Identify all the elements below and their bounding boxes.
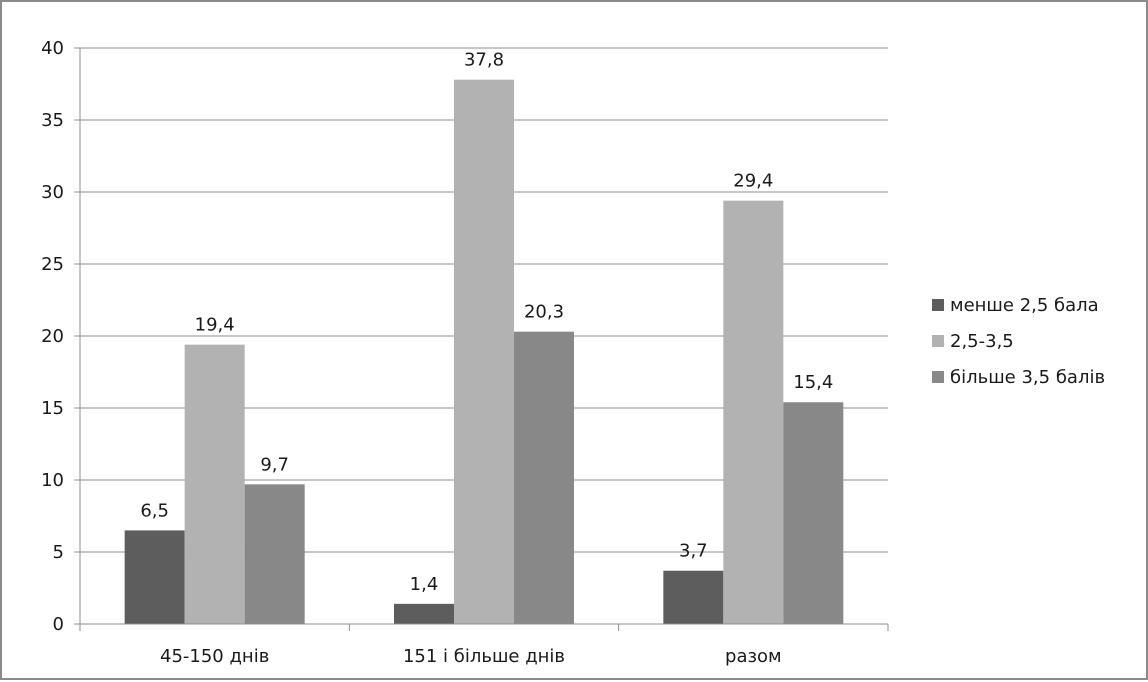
y-tick-label: 10 xyxy=(41,470,64,491)
data-label: 37,8 xyxy=(464,50,504,71)
y-tick-label: 40 xyxy=(41,38,64,59)
x-tick-label: разом xyxy=(725,646,782,667)
legend-swatch xyxy=(932,371,944,383)
axes xyxy=(74,47,889,631)
y-axis-ticks: 0 5 10 15 20 25 30 35 40 xyxy=(41,38,64,635)
bar xyxy=(514,331,574,624)
bar xyxy=(454,79,514,625)
y-tick-label: 30 xyxy=(41,182,64,203)
x-tick-label: 45-150 днів xyxy=(160,646,269,667)
data-label: 29,4 xyxy=(733,171,773,192)
legend: менше 2,5 бала 2,5-3,5 більше 3,5 балів xyxy=(932,295,1105,388)
legend-label: менше 2,5 бала xyxy=(950,295,1099,316)
data-label: 3,7 xyxy=(679,541,708,562)
y-tick-label: 0 xyxy=(53,614,64,635)
bar xyxy=(394,603,454,624)
data-label: 20,3 xyxy=(524,302,564,323)
legend-swatch xyxy=(932,299,944,311)
x-tick-label: 151 і більше днів xyxy=(403,646,565,667)
legend-label: 2,5-3,5 xyxy=(950,331,1014,352)
data-label: 1,4 xyxy=(410,574,439,595)
y-tick-label: 25 xyxy=(41,254,64,275)
data-label: 6,5 xyxy=(140,500,169,521)
data-label: 19,4 xyxy=(195,315,235,336)
bars xyxy=(124,79,844,625)
y-tick-label: 35 xyxy=(41,110,64,131)
legend-swatch xyxy=(932,335,944,347)
y-tick-label: 20 xyxy=(41,326,64,347)
bar xyxy=(723,200,784,624)
data-labels: 6,5 19,4 9,7 1,4 37,8 20,3 3,7 29,4 15,4 xyxy=(140,50,833,595)
y-tick-label: 5 xyxy=(53,542,64,563)
x-axis-ticks: 45-150 днів 151 і більше днів разом xyxy=(160,646,782,667)
bar xyxy=(244,484,305,624)
data-label: 15,4 xyxy=(793,372,833,393)
bar xyxy=(783,402,844,624)
bar xyxy=(184,344,245,624)
bar xyxy=(663,570,724,624)
legend-label: більше 3,5 балів xyxy=(950,367,1105,388)
bar xyxy=(124,530,185,624)
y-tick-label: 15 xyxy=(41,398,64,419)
data-label: 9,7 xyxy=(260,454,289,475)
